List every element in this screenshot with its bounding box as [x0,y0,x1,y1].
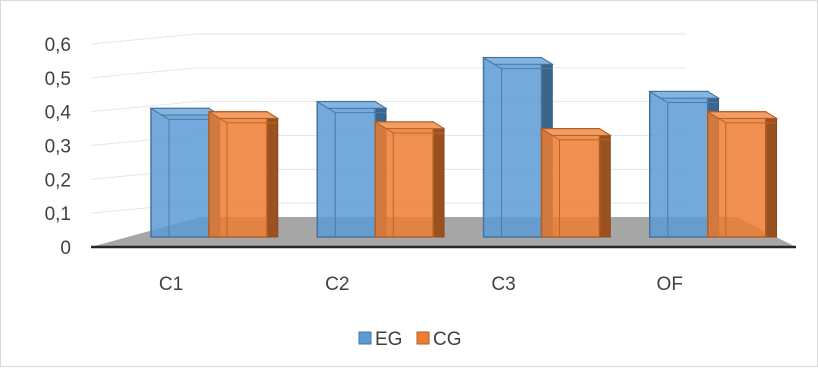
bars [149,56,779,238]
y-tick-label: 0,2 [45,170,71,191]
bar-cg-of [705,110,779,238]
y-tick-label: 0,1 [45,204,71,225]
legend: EG CG [358,329,462,350]
x-tick-label: C2 [325,274,349,295]
y-tick-label: 0 [60,238,71,259]
legend-swatch [416,331,430,345]
bar-cg-c3 [539,127,613,238]
y-tick-label: 0,5 [45,69,71,90]
y-axis: 0 0,1 0,2 0,3 0,4 0,5 0,6 [45,35,72,259]
y-tick-label: 0,3 [45,137,71,158]
legend-label: EG [375,329,402,350]
x-axis: C1 C2 C3 OF [91,245,796,295]
bar-eg-c3 [481,56,555,238]
x-tick-label: OF [657,274,683,295]
legend-swatch [358,331,372,345]
legend-label: CG [433,329,462,350]
y-tick-label: 0,6 [45,35,71,56]
bar-cg-c2 [373,121,446,238]
gridline [90,67,686,79]
bar-cg-c1 [207,110,280,238]
x-tick-label: C3 [491,274,515,295]
y-tick-label: 0,4 [45,103,72,124]
gridline [90,33,686,45]
x-tick-label: C1 [159,274,183,295]
